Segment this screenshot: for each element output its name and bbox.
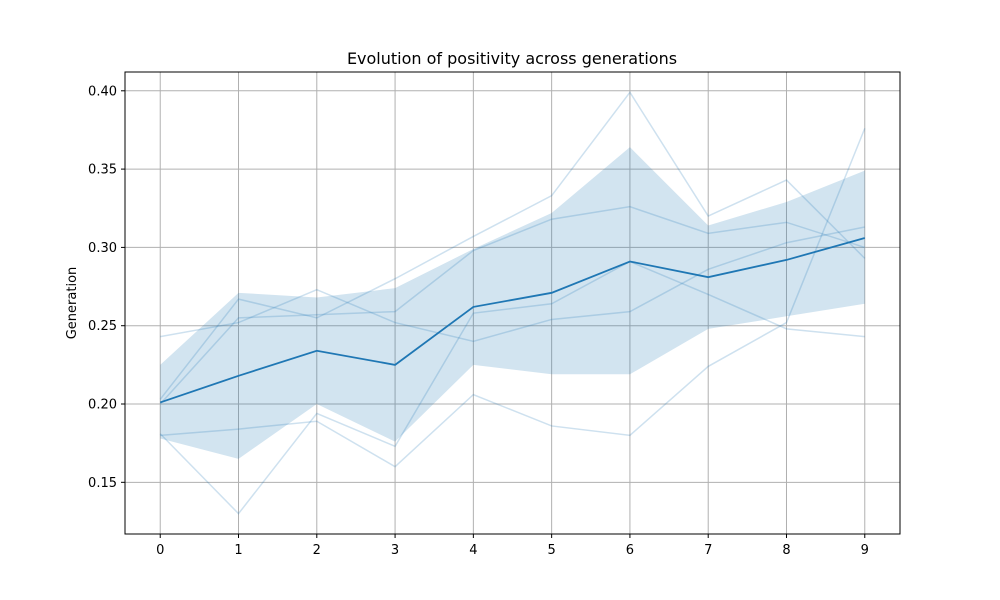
y-tick-label: 0.20 xyxy=(88,398,117,413)
y-tick-label: 0.15 xyxy=(88,476,117,491)
x-tick-label: 0 xyxy=(156,543,164,558)
plot-area-frame xyxy=(124,71,901,535)
x-tick-label: 5 xyxy=(548,543,556,558)
y-tick-label: 0.25 xyxy=(88,319,117,334)
x-tick-label: 2 xyxy=(313,543,321,558)
y-tick-label: 0.35 xyxy=(88,163,117,178)
individual-run-line xyxy=(159,260,865,515)
individual-run-line xyxy=(159,91,866,400)
x-tick-label: 6 xyxy=(626,543,634,558)
y-tick-label: 0.40 xyxy=(88,84,117,99)
chart-title: Evolution of positivity across generatio… xyxy=(347,49,677,68)
x-tick-label: 1 xyxy=(234,543,242,558)
confidence-band-layer xyxy=(160,147,865,459)
individual-runs-layer xyxy=(159,91,866,515)
grid xyxy=(125,72,900,534)
x-axis-ticks: 0 1 2 3 4 5 6 7 8 9 xyxy=(156,534,869,558)
x-tick-label: 4 xyxy=(469,543,477,558)
mean-line xyxy=(159,237,866,404)
individual-run-line xyxy=(160,226,865,343)
x-tick-label: 7 xyxy=(704,543,712,558)
y-axis-ticks: 0.15 0.20 0.25 0.30 0.35 0.40 xyxy=(88,84,125,491)
y-axis-label: Generation xyxy=(65,267,80,340)
confidence-band xyxy=(160,147,865,459)
individual-run-line xyxy=(159,205,866,405)
individual-run-line xyxy=(160,128,866,468)
x-tick-label: 8 xyxy=(782,543,790,558)
x-tick-label: 3 xyxy=(391,543,399,558)
x-tick-label: 9 xyxy=(861,543,869,558)
mean-line-layer xyxy=(159,237,866,404)
y-tick-label: 0.30 xyxy=(88,241,117,256)
